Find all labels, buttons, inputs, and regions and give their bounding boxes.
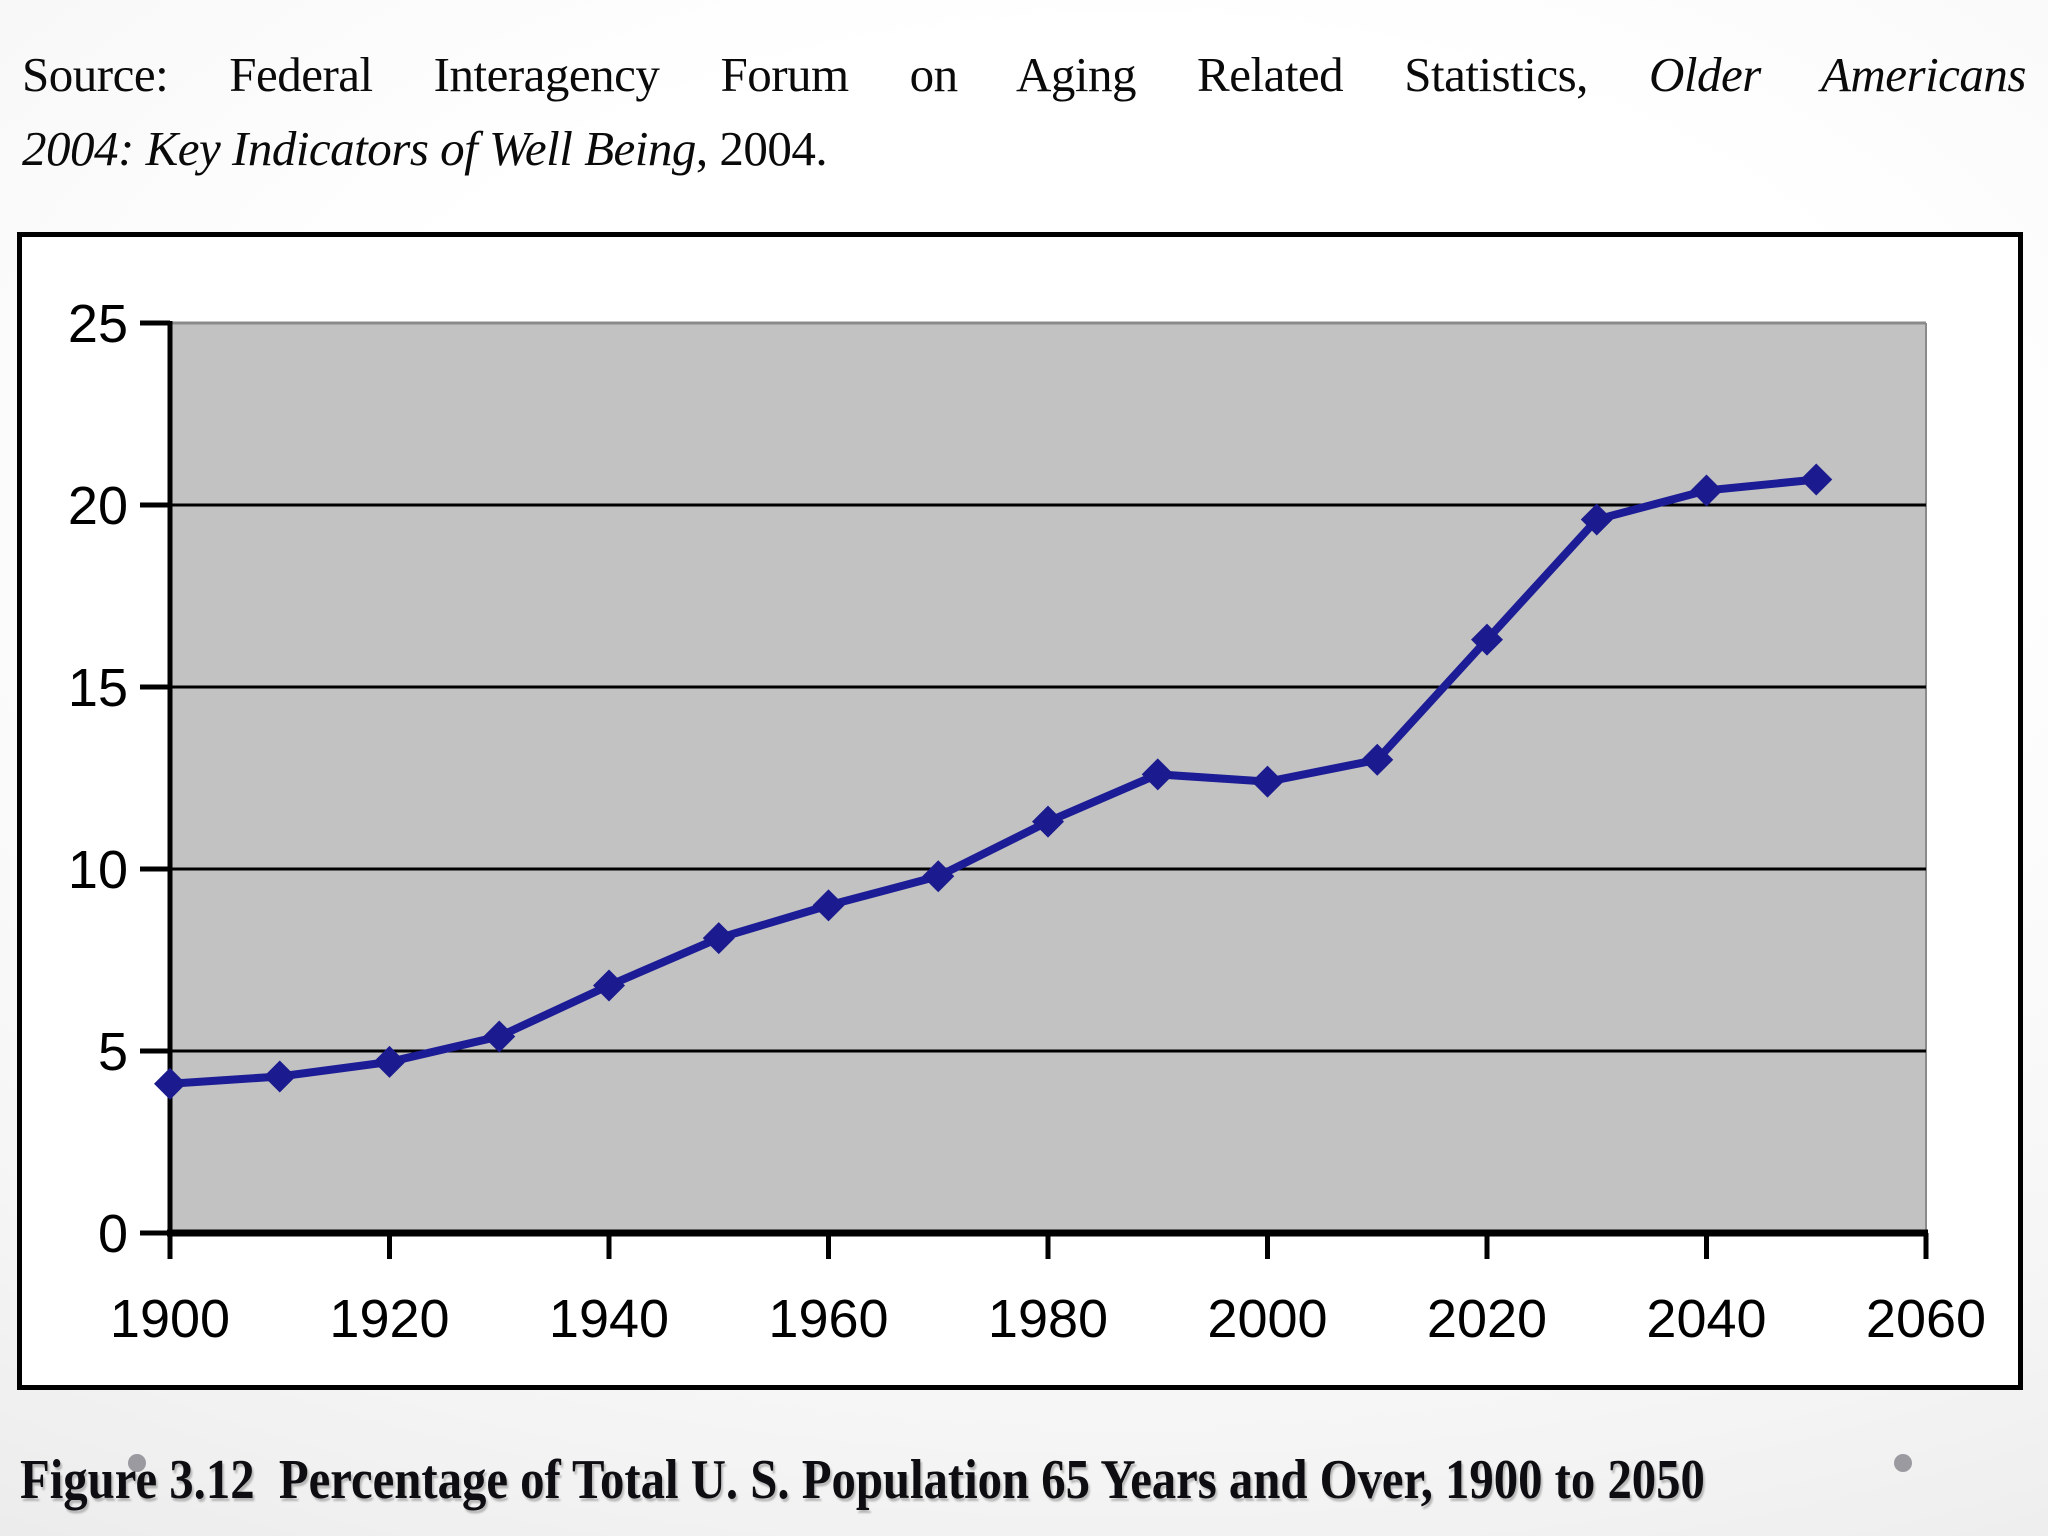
y-tick-label: 10: [68, 840, 128, 900]
data-point-marker: [1471, 623, 1503, 656]
figure-caption: Figure 3.12 Percentage of Total U. S. Po…: [20, 1449, 1705, 1511]
data-point-marker: [1800, 463, 1833, 496]
y-tick-label: 15: [68, 658, 128, 718]
y-tick-label: 20: [68, 476, 128, 536]
y-tick-label: 25: [68, 294, 128, 354]
data-point-marker: [812, 889, 845, 922]
data-point-marker: [1251, 765, 1284, 798]
data-point-marker: [1690, 474, 1723, 507]
series-line: [169, 475, 1817, 1088]
source-text-year: , 2004.: [695, 121, 828, 176]
data-point-marker: [154, 1067, 186, 1100]
data-point-marker: [373, 1045, 406, 1078]
data-point-marker: [593, 969, 625, 1002]
x-tick-label: 2060: [1866, 1289, 1986, 1349]
source-citation-line1: Source: Federal Interagency Forum on Agi…: [22, 38, 2027, 112]
source-citation: Source: Federal Interagency Forum on Agi…: [22, 38, 2027, 186]
source-text-italic-title2: 2004: Key Indicators of Well Being: [22, 121, 696, 176]
data-point-marker: [1361, 743, 1394, 776]
x-tick-label: 1940: [549, 1289, 669, 1349]
y-tick-label: 0: [98, 1204, 128, 1264]
plot-area: [170, 323, 1926, 1233]
source-text-regular: Source: Federal Interagency Forum on Agi…: [22, 47, 1588, 102]
x-tick-label: 1980: [988, 1289, 1108, 1349]
bullet-dot: [1894, 1454, 1912, 1472]
data-point-marker: [1141, 758, 1174, 791]
chart-frame: 0 5 10 15 20 25 1900 1920 1940 1960 1980 2000 2020 20…: [17, 232, 2023, 1390]
data-point-marker: [702, 922, 735, 955]
y-tick-label: 5: [98, 1022, 128, 1082]
data-point-marker: [263, 1060, 296, 1093]
data-point-marker: [1032, 805, 1064, 838]
x-tick-label: 2020: [1427, 1289, 1547, 1349]
bullet-dot: [128, 1454, 146, 1472]
x-tick-label: 2000: [1207, 1289, 1327, 1349]
x-tick-label: 1900: [110, 1289, 230, 1349]
data-point-marker: [922, 860, 955, 893]
source-citation-line2: 2004: Key Indicators of Well Being, 2004…: [22, 112, 2026, 186]
x-tick-label: 2040: [1646, 1289, 1766, 1349]
x-tick-label: 1920: [329, 1289, 449, 1349]
population-line-chart: 0 5 10 15 20 25 1900 1920 1940 1960 1980 2000 2020 20…: [68, 294, 1986, 1349]
data-point-marker: [1580, 503, 1613, 536]
source-text-italic-title: Older Americans: [1648, 47, 2027, 102]
x-tick-label: 1960: [768, 1289, 888, 1349]
